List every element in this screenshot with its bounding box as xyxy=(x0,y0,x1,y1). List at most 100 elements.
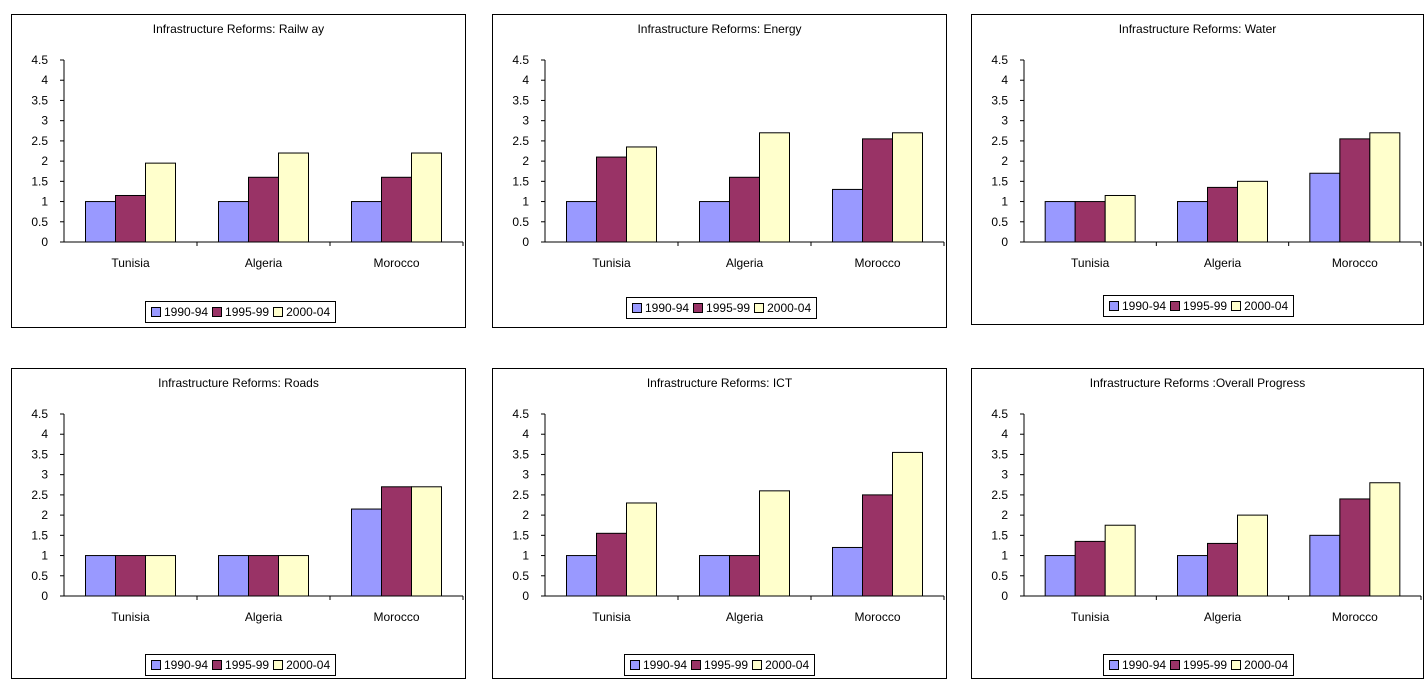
bar-2000-04 xyxy=(759,490,790,597)
bar-1990-94 xyxy=(218,201,249,243)
bar-2000-04 xyxy=(892,132,923,243)
bar-1995-99 xyxy=(381,486,412,597)
x-category-label: Morocco xyxy=(373,610,419,624)
y-tick-label: 3.5 xyxy=(512,447,529,461)
bar-2000-04 xyxy=(278,152,309,243)
chart-legend: 1990-94 1995-99 2000-04 xyxy=(1103,654,1295,676)
y-tick-label: 4.5 xyxy=(31,53,48,67)
legend-entry: 2000-04 xyxy=(273,658,330,672)
y-tick-label: 4.5 xyxy=(31,407,48,421)
legend-swatch xyxy=(632,303,642,313)
chart-title: Infrastructure Reforms: Roads xyxy=(158,376,319,390)
legend-entry: 2000-04 xyxy=(752,658,809,672)
legend-label: 1995-99 xyxy=(225,658,270,672)
legend-entry: 1990-94 xyxy=(151,305,208,319)
legend-label: 1995-99 xyxy=(706,301,751,315)
bar-1990-94 xyxy=(1044,555,1076,597)
chart-panel-ict: Infrastructure Reforms: ICT 0 0.5 1 1.5 2 2.5… xyxy=(492,368,947,679)
chart-title: Infrastructure Reforms: Railw ay xyxy=(152,22,325,36)
y-tick-label: 1.5 xyxy=(512,174,529,188)
legend-swatch xyxy=(212,307,223,317)
y-tick-label: 0 xyxy=(522,235,529,249)
bar-1995-99 xyxy=(1074,540,1106,597)
legend-entry: 1990-94 xyxy=(630,658,687,672)
bar-1990-94 xyxy=(351,201,382,243)
bar-1995-99 xyxy=(381,176,412,243)
plot-area: 0 0.5 1 1.5 2 2.5 3 3.5 4 4.5 Tunisia Algeria Morocc… xyxy=(31,407,464,624)
y-tick-label: 2.5 xyxy=(31,134,48,148)
legend-swatch xyxy=(151,660,161,670)
bar-1995-99 xyxy=(115,194,146,243)
legend-swatch xyxy=(1231,301,1242,311)
y-tick-label: 4.5 xyxy=(991,53,1008,67)
y-tick-label: 0 xyxy=(522,589,529,603)
chart-panel-water: Infrastructure Reforms: Water 0 0.5 1 1.5 2 2… xyxy=(971,14,1424,325)
y-tick-label: 1.5 xyxy=(991,174,1008,188)
legend-label: 1990-94 xyxy=(643,658,688,672)
y-tick-label: 0 xyxy=(1001,235,1008,249)
bar-2000-04 xyxy=(892,451,923,597)
y-tick-label: 3 xyxy=(522,468,529,482)
y-tick-label: 2 xyxy=(1001,508,1008,522)
chart-title: Infrastructure Reforms: Water xyxy=(1118,22,1277,36)
legend-entry: 1990-94 xyxy=(632,301,689,315)
y-tick-label: 3 xyxy=(522,114,529,128)
x-category-label: Morocco xyxy=(1332,256,1378,270)
plot-area: 0 0.5 1 1.5 2 2.5 3 3.5 4 4.5 Tunisia Algeria Morocc… xyxy=(991,53,1422,270)
y-tick-label: 4.5 xyxy=(512,53,529,67)
y-tick-label: 4 xyxy=(1001,73,1008,87)
y-tick-label: 3.5 xyxy=(31,93,48,107)
bar-1990-94 xyxy=(1177,201,1208,243)
x-category-label: Algeria xyxy=(245,610,283,624)
chart-legend: 1990-94 1995-99 2000-04 xyxy=(145,301,337,323)
bar-1995-99 xyxy=(1207,186,1238,243)
y-tick-label: 2.5 xyxy=(991,134,1008,148)
legend-swatch xyxy=(754,303,765,313)
legend-entry: 1995-99 xyxy=(693,301,750,315)
y-tick-label: 3.5 xyxy=(512,93,529,107)
legend-swatch xyxy=(691,660,702,670)
legend-swatch xyxy=(1231,660,1242,670)
legend-label: 1990-94 xyxy=(645,301,690,315)
y-tick-label: 1 xyxy=(522,195,529,209)
y-tick-label: 4 xyxy=(1001,427,1008,441)
bar-1990-94 xyxy=(832,188,863,243)
y-tick-label: 0 xyxy=(41,235,48,249)
bar-1990-94 xyxy=(1309,172,1341,243)
legend-label: 1990-94 xyxy=(164,305,209,319)
y-tick-label: 3.5 xyxy=(31,447,48,461)
bar-1990-94 xyxy=(699,201,730,243)
legend-label: 2000-04 xyxy=(286,305,331,319)
y-tick-label: 2.5 xyxy=(512,488,529,502)
chart-title: Infrastructure Reforms :Overall Progress xyxy=(1089,376,1306,390)
legend-swatch xyxy=(693,303,704,313)
y-tick-label: 0.5 xyxy=(991,215,1008,229)
legend-label: 2000-04 xyxy=(286,658,331,672)
plot-area: 0 0.5 1 1.5 2 2.5 3 3.5 4 4.5 Tunisia Algeria Morocc… xyxy=(512,53,945,270)
chart-panel-roads: Infrastructure Reforms: Roads 0 0.5 1 1.5 2 2… xyxy=(11,368,466,679)
legend-label: 2000-04 xyxy=(767,301,812,315)
legend-entry: 1995-99 xyxy=(212,658,269,672)
legend-entry: 1995-99 xyxy=(212,305,269,319)
y-tick-label: 4 xyxy=(41,73,48,87)
legend-swatch xyxy=(1109,660,1119,670)
legend-entry: 1995-99 xyxy=(1170,658,1227,672)
bar-1995-99 xyxy=(596,532,627,597)
bar-1990-94 xyxy=(1177,555,1208,597)
bar-2000-04 xyxy=(145,555,176,597)
chart-legend: 1990-94 1995-99 2000-04 xyxy=(145,654,337,676)
y-tick-label: 4 xyxy=(41,427,48,441)
legend-entry: 1995-99 xyxy=(1170,299,1227,313)
y-tick-label: 2 xyxy=(1001,154,1008,168)
x-category-label: Tunisia xyxy=(1071,256,1110,270)
legend-label: 1995-99 xyxy=(225,305,270,319)
bar-1995-99 xyxy=(596,156,627,243)
bar-1990-94 xyxy=(351,508,382,597)
y-tick-label: 2.5 xyxy=(991,488,1008,502)
y-tick-label: 2 xyxy=(522,508,529,522)
legend-swatch xyxy=(1170,660,1181,670)
x-category-label: Algeria xyxy=(726,610,764,624)
legend-entry: 2000-04 xyxy=(754,301,811,315)
y-tick-label: 0.5 xyxy=(31,215,48,229)
x-category-label: Tunisia xyxy=(592,610,631,624)
